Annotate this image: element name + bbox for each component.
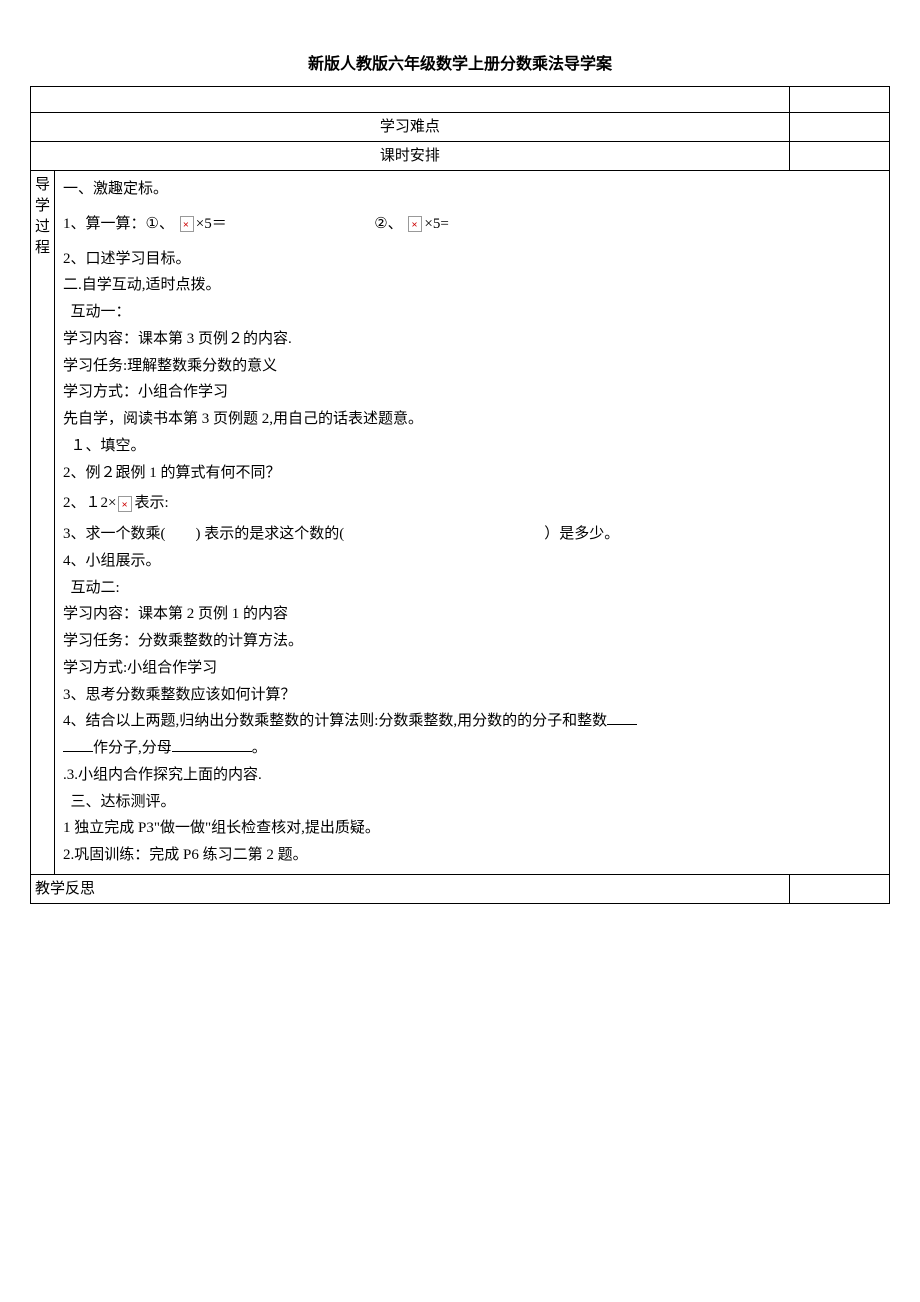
- reflection-row: 教学反思: [31, 874, 890, 903]
- study-task-1: 学习任务:理解整数乘分数的意义: [63, 354, 881, 379]
- section3-title: 三、达标测评。: [63, 790, 881, 815]
- test-2: 2.巩固训练：完成 P6 练习二第 2 题。: [63, 843, 881, 868]
- process-char-3: 过: [35, 217, 50, 238]
- difficulty-value: [789, 113, 889, 142]
- q3-prefix: 3、求一个数乘(: [63, 526, 166, 542]
- blank-fill: [63, 737, 93, 752]
- expr12-suffix: 表示:: [134, 495, 168, 511]
- calc-num-1: ①、: [146, 212, 174, 237]
- process-row: 导 学 过 程 一、激趣定标。 1、算一算：①、 ×5＝ ②、 ×5= 2、口述…: [31, 171, 890, 875]
- study-method-2: 学习方式:小组合作学习: [63, 656, 881, 681]
- expr12-prefix: 2、１2×: [63, 495, 116, 511]
- study-task-2: 学习任务：分数乘整数的计算方法。: [63, 629, 881, 654]
- oral-target: 2、口述学习目标。: [63, 247, 881, 272]
- process-content: 一、激趣定标。 1、算一算：①、 ×5＝ ②、 ×5= 2、口述学习目标。 二.…: [55, 171, 890, 875]
- schedule-row: 课时安排: [31, 142, 890, 171]
- q3-mid: ) 表示的是求这个数的(: [196, 526, 345, 542]
- interaction1-title: 互动一：: [63, 300, 881, 325]
- selfstudy-line: 先自学，阅读书本第 3 页例题 2,用自己的话表述题意。: [63, 407, 881, 432]
- q3-suffix: ）是多少。: [544, 526, 619, 542]
- difficulty-label: 学习难点: [31, 113, 790, 142]
- calc-expr-1: ×5＝: [196, 216, 227, 232]
- rule4-mid: 作分子,分母: [93, 740, 172, 756]
- process-char-1: 导: [35, 175, 50, 196]
- empty-cell-right: [789, 87, 889, 113]
- study-content-1: 学习内容：课本第 3 页例２的内容.: [63, 327, 881, 352]
- calc-expr-2: ×5=: [424, 216, 448, 232]
- broken-image-icon: [118, 496, 132, 512]
- rule4-end: 。: [252, 740, 267, 756]
- reflection-label: 教学反思: [31, 874, 790, 903]
- interaction2-title: 互动二:: [63, 576, 881, 601]
- calc-line: 1、算一算：①、 ×5＝ ②、 ×5=: [63, 212, 881, 237]
- question-4: 4、小组展示。: [63, 549, 881, 574]
- study-content-2: 学习内容：课本第 2 页例 1 的内容: [63, 602, 881, 627]
- broken-image-icon: [408, 216, 422, 232]
- rule4-prefix: 4、结合以上两题,归纳出分数乘整数的计算法则:分数乘整数,用分数的的分子和整数: [63, 713, 607, 729]
- section1-title: 一、激趣定标。: [63, 177, 881, 202]
- calc-prefix: 1、算一算：: [63, 216, 146, 232]
- reflection-value: [789, 874, 889, 903]
- process-label: 导 学 过 程: [31, 171, 55, 875]
- rule-4-line2: 作分子,分母 。: [63, 736, 881, 761]
- page-title: 新版人教版六年级数学上册分数乘法导学案: [30, 50, 890, 74]
- rule-4-line1: 4、结合以上两题,归纳出分数乘整数的计算法则:分数乘整数,用分数的的分子和整数: [63, 709, 881, 734]
- blank-fill: [172, 737, 252, 752]
- empty-cell-left: [31, 87, 790, 113]
- empty-header-row: [31, 87, 890, 113]
- blank-fill: [607, 710, 637, 725]
- broken-image-icon: [180, 216, 194, 232]
- fill-blank-1: １、填空。: [63, 434, 881, 459]
- difficulty-row: 学习难点: [31, 113, 890, 142]
- process-char-2: 学: [35, 196, 50, 217]
- lesson-table: 学习难点 课时安排 导 学 过 程 一、激趣定标。 1、算一算：①、 ×5＝ ②…: [30, 86, 890, 904]
- section2-title: 二.自学互动,适时点拨。: [63, 273, 881, 298]
- schedule-value: [789, 142, 889, 171]
- process-char-4: 程: [35, 238, 50, 259]
- study-method-1: 学习方式：小组合作学习: [63, 380, 881, 405]
- schedule-label: 课时安排: [31, 142, 790, 171]
- diff-question: 2、例２跟例 1 的算式有何不同？: [63, 461, 881, 486]
- group-3: .3.小组内合作探究上面的内容.: [63, 763, 881, 788]
- test-1: 1 独立完成 P3"做一做"组长检查核对,提出质疑。: [63, 816, 881, 841]
- calc-num-2: ②、: [374, 212, 402, 237]
- expr-12-line: 2、１2× 表示:: [63, 491, 881, 516]
- think-3: 3、思考分数乘整数应该如何计算？: [63, 683, 881, 708]
- question-3: 3、求一个数乘( ) 表示的是求这个数的( ）是多少。: [63, 522, 881, 547]
